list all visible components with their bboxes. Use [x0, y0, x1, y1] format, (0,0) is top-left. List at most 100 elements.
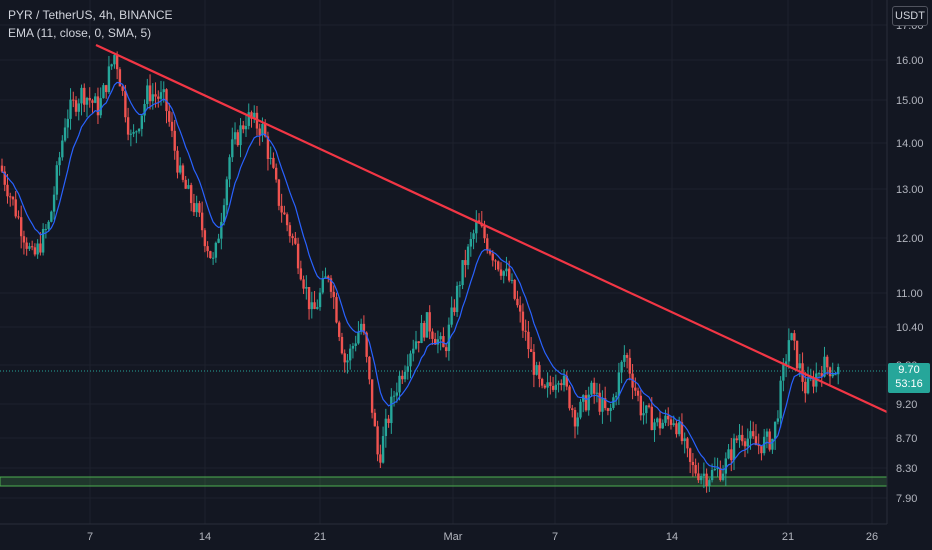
- trendline[interactable]: [95, 44, 888, 413]
- candle-body: [658, 418, 662, 429]
- candle-body: [741, 434, 744, 442]
- candle-body: [332, 291, 335, 298]
- candle-body: [636, 390, 640, 396]
- candle-body: [412, 348, 415, 354]
- candle-body: [135, 131, 138, 133]
- candle-body: [294, 238, 297, 244]
- candle-body: [113, 55, 116, 65]
- candle-body: [573, 410, 577, 427]
- indicator-legend[interactable]: EMA (11, close, 0, SMA, 5): [8, 26, 152, 40]
- candle-body: [310, 302, 314, 310]
- candle-body: [513, 279, 516, 299]
- candle-body: [455, 285, 459, 313]
- candle-body: [688, 448, 692, 462]
- candle-body: [258, 128, 261, 136]
- candle-body: [192, 203, 196, 213]
- candle-body: [14, 199, 17, 217]
- candle-body: [173, 130, 176, 151]
- candle-body: [176, 150, 179, 173]
- bar-countdown: 53:16: [895, 378, 923, 390]
- candle-body: [765, 431, 769, 437]
- candle-body: [527, 331, 530, 350]
- candle-body: [472, 233, 475, 240]
- candle-body: [568, 386, 571, 409]
- candle-body: [247, 112, 250, 126]
- candle-body: [529, 349, 533, 352]
- candle-body: [677, 422, 681, 435]
- candle-body: [804, 381, 807, 394]
- time-tick-label: 21: [314, 531, 326, 543]
- candle-body: [354, 343, 357, 346]
- candle-body: [351, 345, 355, 349]
- candle-body: [683, 438, 686, 442]
- candle-body: [691, 461, 695, 466]
- candle-body: [159, 92, 163, 99]
- candle-body: [601, 398, 604, 412]
- candle-body: [115, 55, 119, 70]
- price-tick-label: 9.20: [896, 399, 917, 411]
- candle-body: [77, 103, 80, 112]
- candle-body: [66, 118, 69, 128]
- candle-body: [83, 87, 86, 105]
- candle-body: [488, 250, 492, 254]
- candle-body: [140, 115, 144, 129]
- candle-body: [417, 341, 420, 344]
- candle-body: [143, 104, 146, 116]
- candle-body: [343, 353, 346, 363]
- ema-line: [1, 81, 839, 471]
- candle-body: [768, 431, 771, 450]
- candle-body: [623, 355, 626, 362]
- candle-body: [44, 228, 48, 230]
- candle-body: [148, 85, 152, 102]
- candle-body: [41, 228, 45, 253]
- candle-body: [327, 276, 330, 279]
- candle-body: [782, 364, 785, 381]
- candle-body: [628, 357, 632, 374]
- currency-label[interactable]: USDT: [892, 6, 928, 26]
- time-tick-label: 21: [782, 531, 794, 543]
- candle-body: [664, 415, 667, 423]
- candle-body: [702, 473, 706, 476]
- candle-body: [395, 392, 398, 396]
- candle-body: [157, 96, 160, 99]
- candle-body: [228, 157, 231, 180]
- candle-body: [269, 157, 272, 159]
- candle-body: [754, 436, 758, 446]
- candle-body: [653, 422, 656, 431]
- candle-body: [812, 377, 815, 387]
- candle-body: [362, 323, 366, 333]
- candle-body: [817, 373, 821, 375]
- candle-body: [439, 336, 442, 340]
- candle-body: [165, 89, 168, 112]
- candle-body: [107, 66, 111, 93]
- candle-body: [823, 356, 826, 377]
- candle-body: [17, 216, 20, 218]
- candle-body: [277, 179, 281, 206]
- candle-body: [220, 221, 223, 239]
- candle-body: [669, 419, 673, 425]
- candle-body: [516, 298, 519, 306]
- candle-body: [491, 253, 494, 261]
- candle-body: [705, 473, 708, 486]
- candle-body: [25, 242, 28, 249]
- candle-body: [735, 438, 738, 441]
- price-tick-label: 8.30: [896, 463, 917, 475]
- candle-body: [694, 465, 697, 474]
- candle-body: [773, 421, 777, 439]
- candle-body: [710, 469, 714, 481]
- candle-body: [132, 132, 135, 134]
- candle-body: [392, 395, 396, 397]
- candle-body: [752, 431, 755, 437]
- price-tick-label: 16.00: [896, 55, 924, 67]
- time-axis[interactable]: 7 14 21 Mar 7 14 21 26: [87, 531, 878, 543]
- candle-body: [497, 261, 500, 270]
- candle-body: [384, 418, 388, 437]
- candle-body: [231, 139, 234, 158]
- candle-body: [686, 438, 689, 449]
- candle-body: [348, 348, 352, 361]
- candle-body: [11, 196, 15, 200]
- symbol-legend[interactable]: PYR / TetherUS, 4h, BINANCE: [8, 8, 173, 22]
- candle-body: [612, 397, 615, 408]
- candle-body: [579, 401, 582, 418]
